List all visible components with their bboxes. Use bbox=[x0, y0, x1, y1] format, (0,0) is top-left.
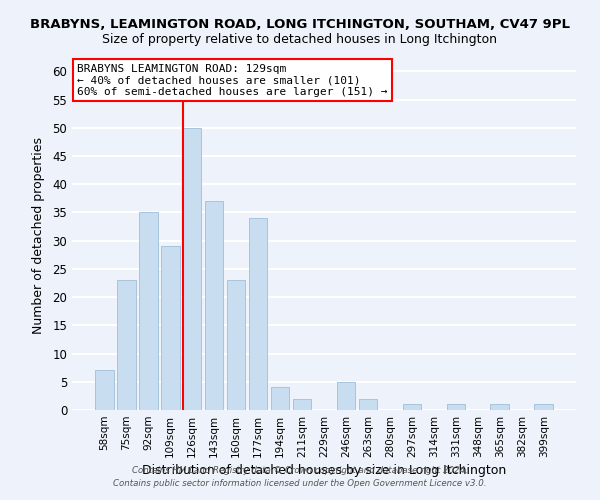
Bar bbox=[271, 388, 289, 410]
Text: Size of property relative to detached houses in Long Itchington: Size of property relative to detached ho… bbox=[103, 32, 497, 46]
Bar bbox=[139, 212, 158, 410]
Y-axis label: Number of detached properties: Number of detached properties bbox=[32, 136, 46, 334]
Bar bbox=[183, 128, 202, 410]
Text: BRABYNS LEAMINGTON ROAD: 129sqm
← 40% of detached houses are smaller (101)
60% o: BRABYNS LEAMINGTON ROAD: 129sqm ← 40% of… bbox=[77, 64, 388, 96]
Bar bbox=[403, 404, 421, 410]
Bar bbox=[249, 218, 268, 410]
Bar bbox=[446, 404, 465, 410]
Text: BRABYNS, LEAMINGTON ROAD, LONG ITCHINGTON, SOUTHAM, CV47 9PL: BRABYNS, LEAMINGTON ROAD, LONG ITCHINGTO… bbox=[30, 18, 570, 30]
Bar bbox=[535, 404, 553, 410]
Bar bbox=[359, 398, 377, 410]
X-axis label: Distribution of detached houses by size in Long Itchington: Distribution of detached houses by size … bbox=[142, 464, 506, 477]
Bar bbox=[205, 201, 223, 410]
Bar bbox=[490, 404, 509, 410]
Bar bbox=[117, 280, 136, 410]
Bar bbox=[337, 382, 355, 410]
Text: Contains HM Land Registry data © Crown copyright and database right 2024.
Contai: Contains HM Land Registry data © Crown c… bbox=[113, 466, 487, 487]
Bar bbox=[227, 280, 245, 410]
Bar bbox=[161, 246, 179, 410]
Bar bbox=[293, 398, 311, 410]
Bar bbox=[95, 370, 113, 410]
